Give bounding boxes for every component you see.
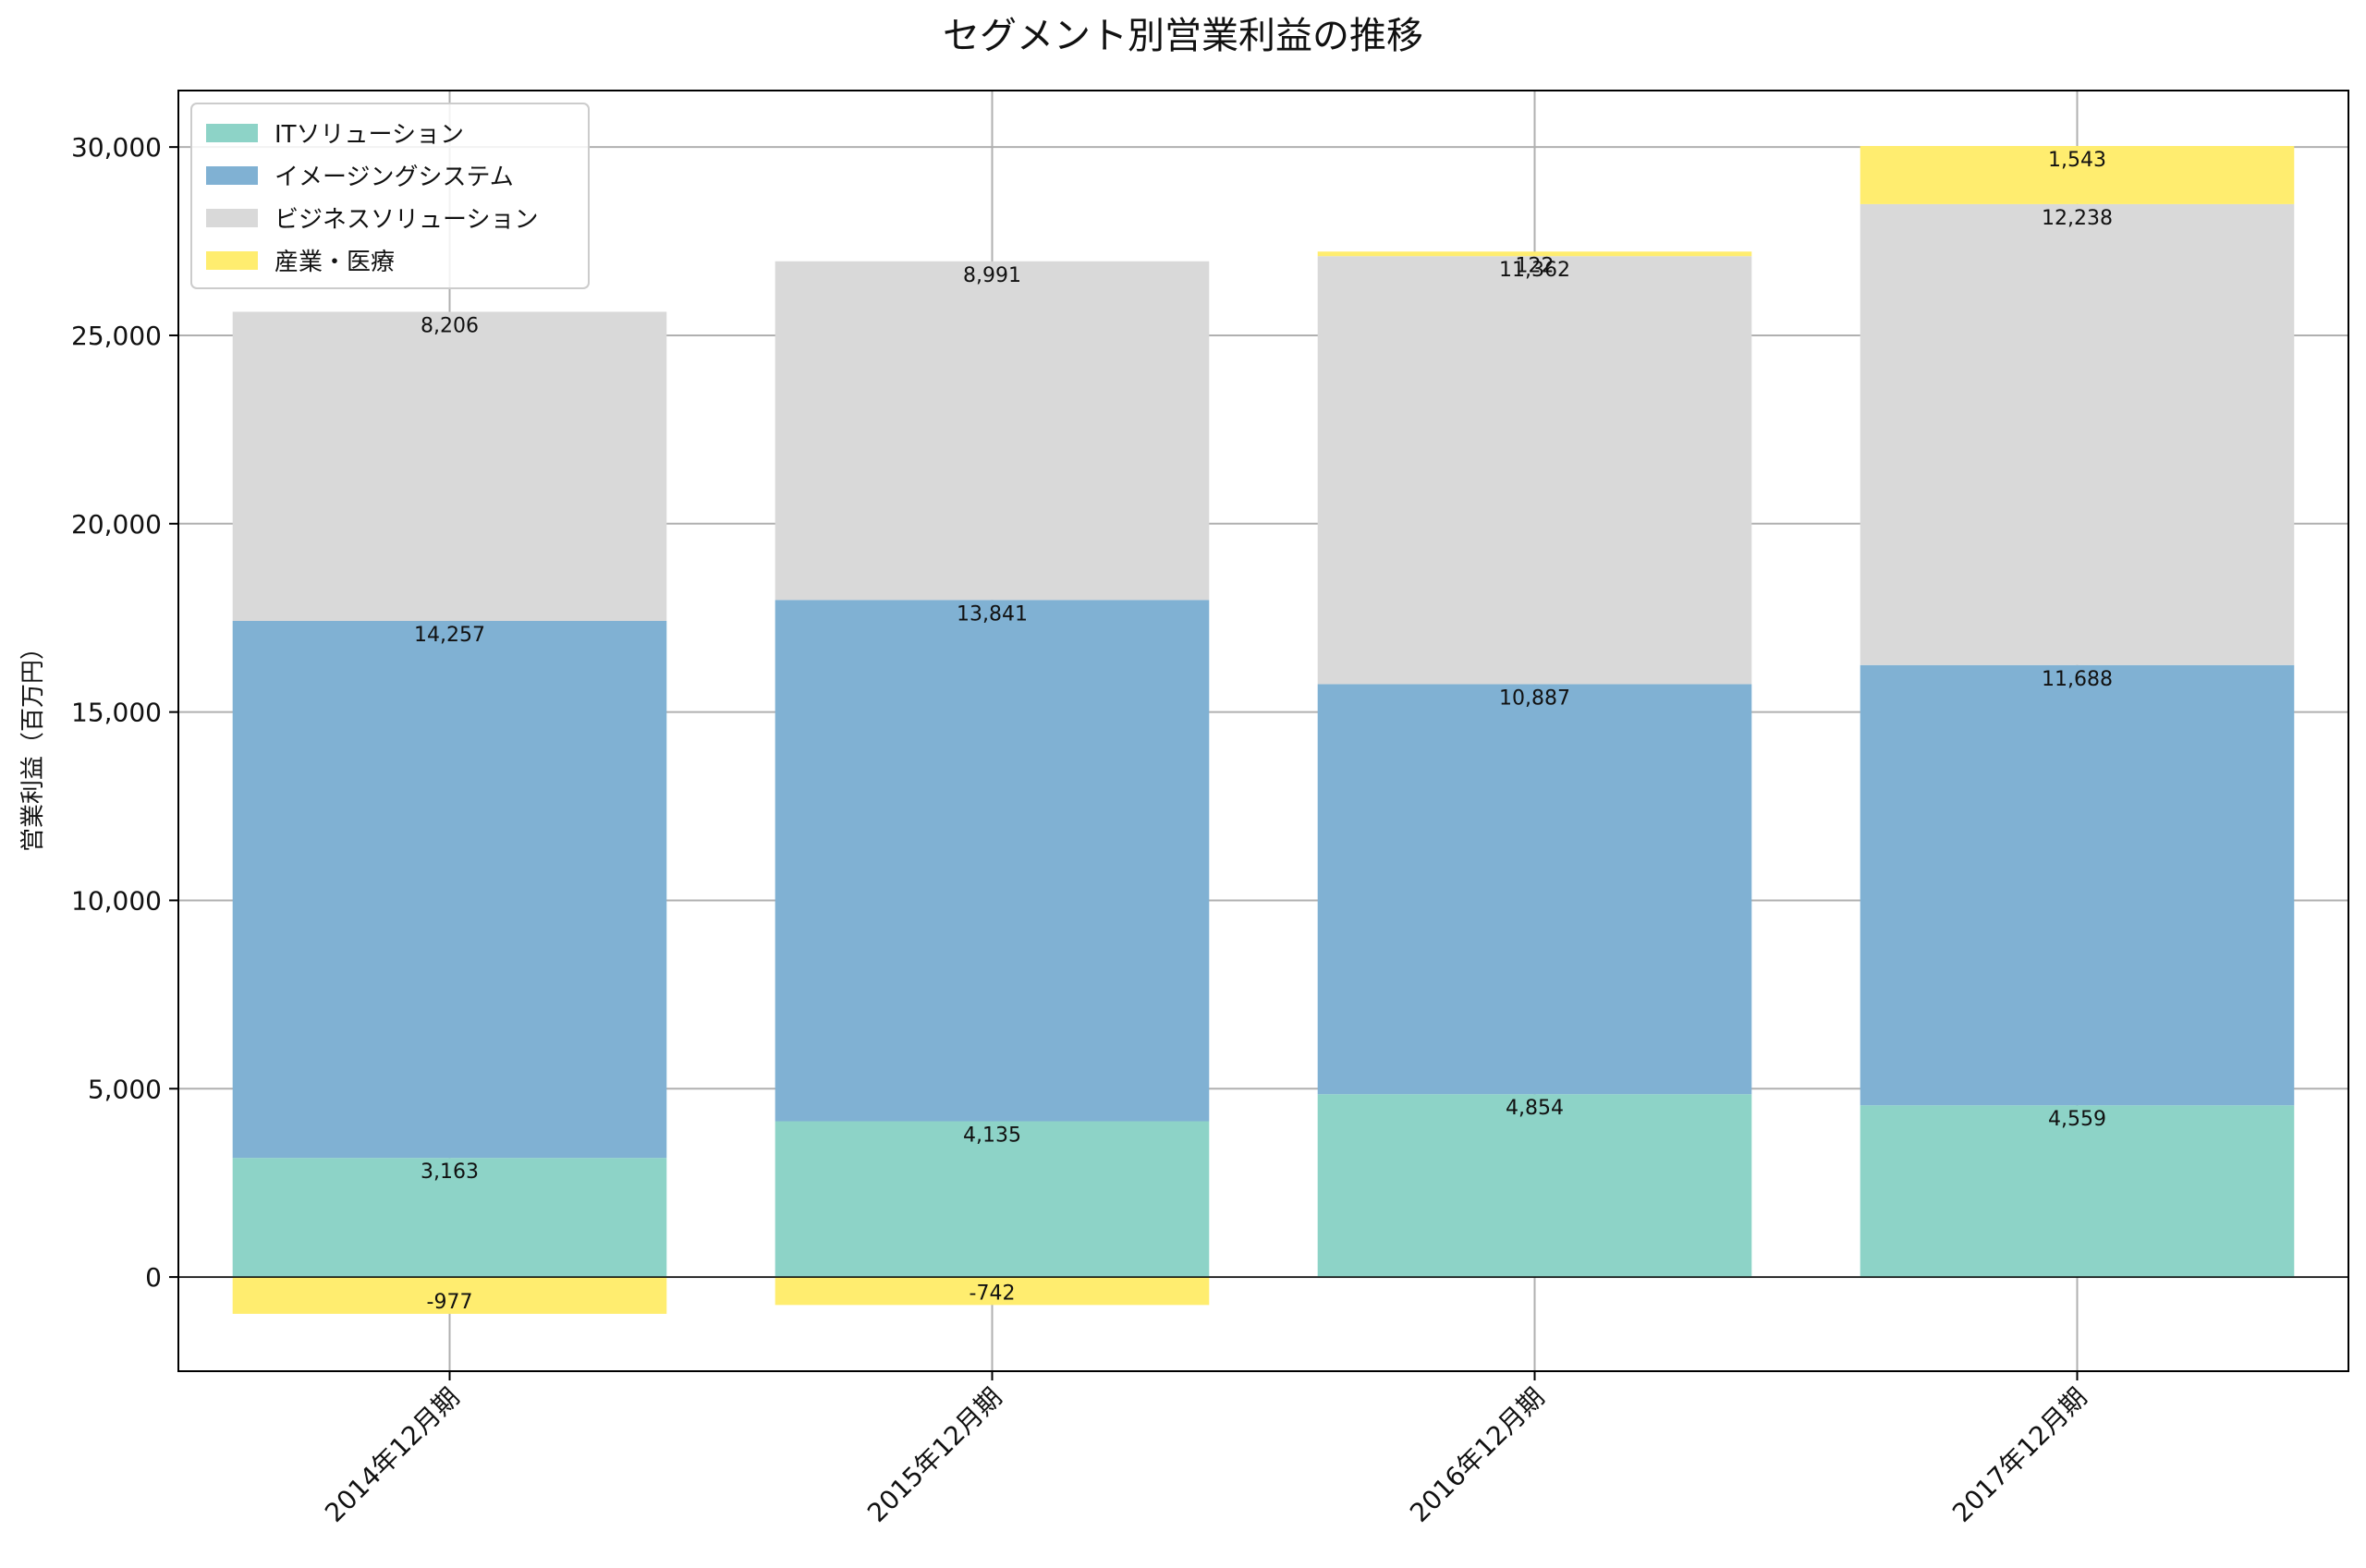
data-label: -977 (427, 1291, 473, 1314)
data-label: 8,991 (963, 264, 1021, 287)
data-label: 4,854 (1506, 1097, 1564, 1120)
legend-swatch (206, 251, 258, 270)
chart-title: セグメント別営業利益の推移 (943, 15, 1423, 57)
data-label: 8,206 (421, 314, 479, 337)
legend-swatch (206, 209, 258, 227)
bar-segment (1317, 684, 1752, 1095)
x-tick-label: 2016年12月期 (1404, 1382, 1550, 1528)
data-labels: 3,163 4,135 4,854 4,559 14,257 13,841 10,887 11… (414, 149, 2113, 1314)
bars (232, 146, 2295, 1314)
y-tick-label: 5,000 (88, 1074, 162, 1104)
legend-label: 産業・医療 (274, 249, 395, 276)
data-label: 122 (1516, 254, 1555, 277)
plot-frame (177, 90, 2349, 1372)
data-label: 4,135 (963, 1124, 1021, 1148)
data-label: -742 (970, 1282, 1016, 1305)
data-label: 1,543 (2048, 149, 2106, 172)
legend-label: ビジネスソリューション (274, 206, 538, 234)
legend-label: ITソリューション (274, 121, 464, 149)
x-tick-label: 2015年12月期 (861, 1382, 1007, 1528)
x-tick-label: 2014年12月期 (319, 1382, 465, 1528)
bar-segment (774, 261, 1210, 601)
bar-segment (232, 1158, 667, 1278)
bar-segment (1317, 256, 1752, 685)
data-label: 14,257 (414, 624, 485, 647)
bar-segment (1860, 146, 2295, 204)
bar-segment (774, 1277, 1210, 1306)
x-tick-label: 2017年12月期 (1946, 1382, 2092, 1528)
data-label: 4,559 (2048, 1108, 2106, 1131)
bar-segment (1860, 664, 2295, 1106)
y-tick-label: 20,000 (71, 509, 162, 540)
bar-segment (1860, 1105, 2295, 1278)
legend-swatch (206, 166, 258, 185)
legend-swatch (206, 124, 258, 142)
data-label: 10,887 (1499, 687, 1570, 710)
bar-segment (232, 311, 667, 621)
data-label: 11,362 (1499, 259, 1570, 282)
bar-segment (1317, 251, 1752, 257)
y-axis-label: 営業利益（百万円） (19, 636, 47, 852)
bar-segment (1860, 203, 2295, 665)
bar-segment (774, 600, 1210, 1122)
y-tick-label: 30,000 (71, 132, 162, 163)
data-label: 12,238 (2042, 207, 2113, 230)
bar-segment (232, 1277, 667, 1314)
data-label: 13,841 (957, 602, 1028, 626)
y-tick-label: 15,000 (71, 698, 162, 728)
legend-label: イメージングシステム (274, 164, 514, 191)
bar-segment (1317, 1094, 1752, 1278)
y-tick-label: 25,000 (71, 321, 162, 351)
bar-segment (232, 620, 667, 1159)
data-label: 3,163 (421, 1161, 479, 1184)
bar-segment (774, 1121, 1210, 1278)
data-label: 11,688 (2042, 668, 2113, 691)
y-tick-label: 0 (145, 1262, 162, 1293)
legend-box (190, 103, 590, 289)
y-tick-label: 10,000 (71, 885, 162, 916)
